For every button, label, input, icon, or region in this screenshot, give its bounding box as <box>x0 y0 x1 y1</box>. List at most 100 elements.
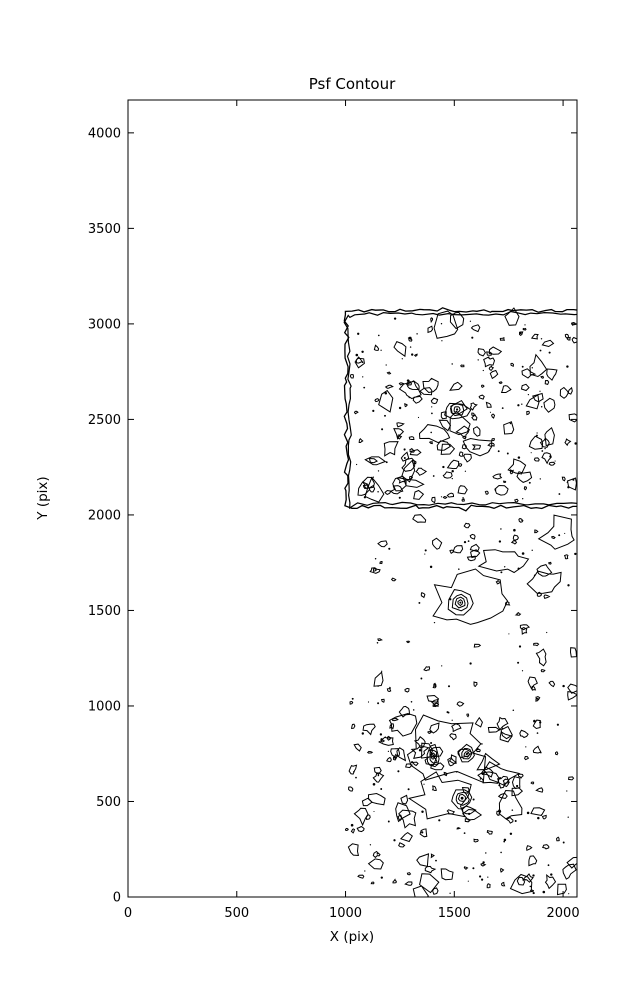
speckle-dot <box>562 684 565 688</box>
speckle-dot <box>467 880 469 882</box>
speckle-contour <box>406 640 411 644</box>
speckle-contour <box>499 336 506 341</box>
speckle-contour <box>556 883 567 896</box>
speckle-contour <box>440 411 447 420</box>
speckle-dot <box>513 528 516 532</box>
speckle-contour <box>428 746 444 758</box>
speckle-contour <box>409 475 414 480</box>
speckle-contour <box>562 863 577 880</box>
speckle-dot <box>572 478 575 481</box>
cluster-contour <box>526 570 562 594</box>
speckle-contour <box>512 534 519 541</box>
speckle-contour <box>471 444 481 451</box>
speckle-contour <box>348 764 358 775</box>
speckle-dot <box>530 452 532 454</box>
speckle-dot <box>481 878 484 881</box>
source-core-dot <box>456 408 459 411</box>
speckle-contour <box>503 421 515 435</box>
speckle-contour <box>535 648 547 667</box>
speckle-contour <box>373 344 380 351</box>
speckle-contour <box>510 362 515 368</box>
speckle-contour <box>525 394 540 410</box>
speckle-dot <box>517 567 520 570</box>
speckle-contour <box>431 785 437 792</box>
speckle-contour <box>401 457 416 472</box>
speckle-contour <box>412 395 423 404</box>
speckle-dot <box>423 783 425 785</box>
speckle-contour <box>551 535 556 540</box>
speckle-dot <box>385 364 387 366</box>
axis-tick-labels: 0 500 1000 1500 2000 0 500 1000 1500 2000 2500 3000… <box>88 126 580 921</box>
speckle-contour <box>535 697 539 702</box>
axis-ticks <box>127 100 577 898</box>
speckle-dot <box>537 816 540 820</box>
speckle-contour <box>530 807 546 817</box>
speckle-dot <box>463 832 466 834</box>
speckle-contour <box>446 459 460 470</box>
speckle-dot <box>376 642 379 644</box>
speckle-dot <box>512 709 515 711</box>
speckle-contour <box>466 713 470 718</box>
source-ring-contour <box>461 747 473 760</box>
speckle-contour <box>432 887 439 895</box>
speckle-dot <box>416 333 418 335</box>
speckle-contour <box>374 398 380 403</box>
speckle-contour <box>532 719 541 730</box>
x-tick-label: 0 <box>124 906 132 921</box>
speckle-contour <box>420 592 426 599</box>
speckle-contour <box>389 723 395 730</box>
speckle-dot <box>517 661 520 664</box>
speckle-dot <box>377 470 380 472</box>
source-ring-contour <box>447 589 474 616</box>
speckle-dot <box>435 859 437 862</box>
speckle-contour <box>384 384 394 389</box>
speckle-contour <box>469 533 476 540</box>
speckle-contour <box>430 762 445 771</box>
speckle-contour <box>486 351 493 356</box>
speckle-contour <box>496 716 509 731</box>
speckle-dot <box>562 841 565 844</box>
speckle-dot <box>548 351 551 354</box>
speckle-contour <box>505 600 511 606</box>
speckle-dot <box>549 455 552 458</box>
speckle-contour <box>377 638 383 642</box>
speckle-dot <box>488 450 491 452</box>
speckle-contour <box>473 838 479 843</box>
speckle-contour <box>511 787 524 797</box>
speckle-dot <box>497 450 500 453</box>
speckle-dot <box>528 481 531 484</box>
speckle-contour <box>496 810 500 816</box>
speckle-contour <box>443 771 448 777</box>
speckle-dot <box>535 434 538 437</box>
speckle-dot <box>556 723 559 726</box>
speckle-contour <box>472 426 481 437</box>
speckle-contour <box>509 873 533 895</box>
speckle-dot <box>397 770 400 773</box>
speckle-contour <box>477 348 486 357</box>
speckle-contour <box>350 828 356 834</box>
y-tick-label: 3500 <box>88 222 121 237</box>
speckle-dot <box>384 414 386 417</box>
speckle-dot <box>521 552 525 555</box>
speckle-contour <box>412 514 427 523</box>
speckle-contour <box>362 723 376 736</box>
speckle-dot <box>482 369 484 372</box>
speckle-contour <box>471 414 478 421</box>
speckle-contour <box>390 748 401 758</box>
speckle-contour <box>357 481 371 496</box>
speckle-contour <box>423 666 431 672</box>
speckle-contour <box>473 681 478 688</box>
speckle-contour <box>404 881 413 886</box>
speckle-contour <box>566 856 577 869</box>
speckle-dot <box>447 685 451 688</box>
speckle-contour <box>567 691 577 701</box>
speckle-dot <box>508 633 510 635</box>
speckle-dot <box>574 442 577 445</box>
speckle-contour <box>514 498 519 503</box>
speckle-dot <box>547 864 550 867</box>
speckle-contour <box>400 794 409 805</box>
speckle-contour <box>471 412 475 417</box>
speckle-dot <box>377 685 379 687</box>
speckle-contour <box>544 379 550 385</box>
speckle-contour <box>353 743 362 752</box>
